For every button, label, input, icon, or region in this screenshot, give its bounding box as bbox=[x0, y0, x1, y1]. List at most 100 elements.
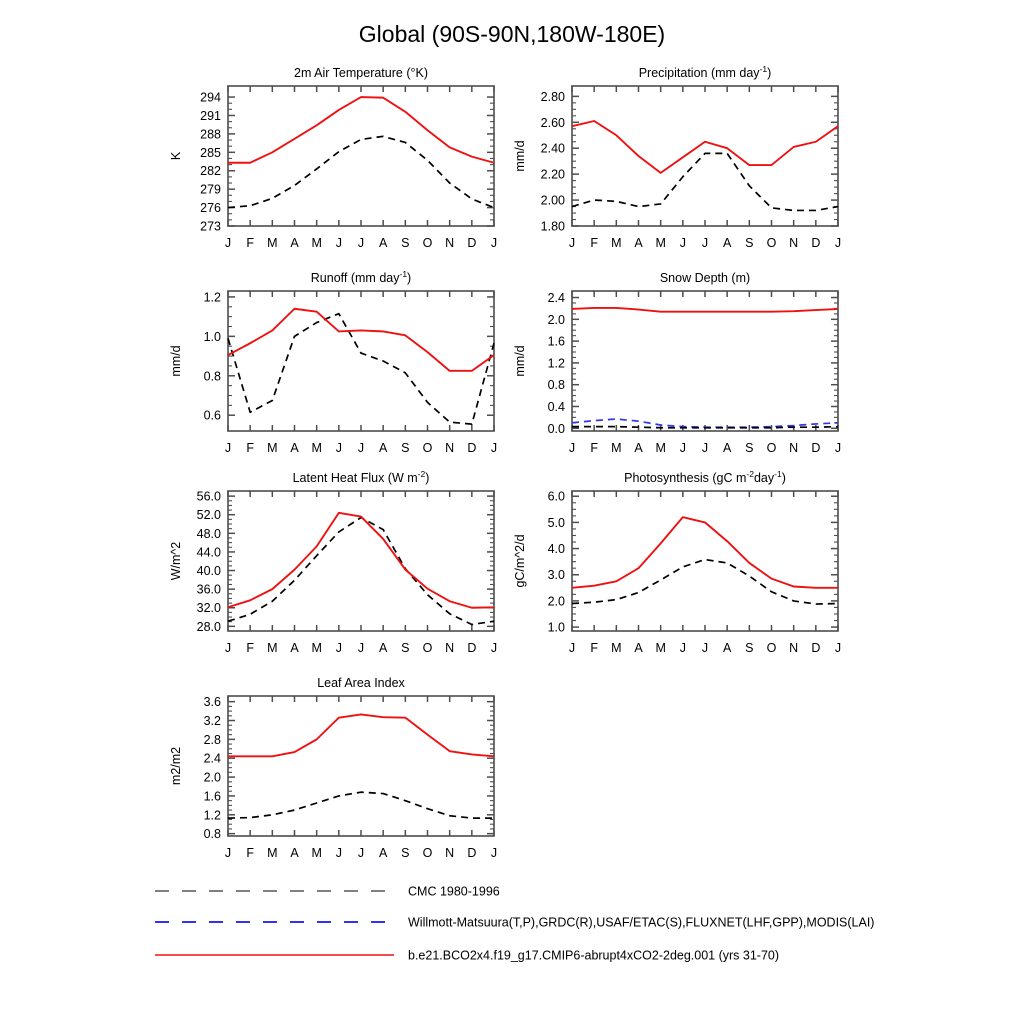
y-tick-label: 282 bbox=[200, 164, 221, 178]
x-tick-label: M bbox=[611, 441, 621, 455]
x-tick-label: J bbox=[835, 236, 841, 250]
x-tick-label: F bbox=[246, 441, 254, 455]
x-tick-label: J bbox=[336, 641, 342, 655]
x-tick-label: A bbox=[723, 641, 732, 655]
x-tick-label: O bbox=[767, 641, 777, 655]
y-tick-label: 48.0 bbox=[197, 527, 221, 541]
plot-frame-air-temperature bbox=[227, 85, 495, 227]
series-leaf-area-index-obs bbox=[227, 791, 494, 819]
legend: CMC 1980-1996 Willmott-Matsuura(T,P),GRDC… bbox=[155, 885, 874, 963]
y-tick-label: 2.0 bbox=[548, 313, 565, 327]
y-tick-label: 2.0 bbox=[548, 594, 565, 608]
y-tick-label: 2.00 bbox=[541, 194, 565, 208]
x-tick-label: S bbox=[401, 846, 409, 860]
y-tick-label: 0.4 bbox=[548, 400, 565, 414]
x-tick-label: J bbox=[702, 641, 708, 655]
x-tick-label: N bbox=[445, 236, 454, 250]
chart-panel-air-temperature: 2m Air Temperature (°K) 273 276 279 282 285 28… bbox=[169, 66, 497, 250]
chart-panel-latent-heat-flux: Latent Heat Flux (W m-2) 28.0 32.0 36.0 40.0… bbox=[169, 469, 497, 655]
x-tick-label: J bbox=[225, 441, 231, 455]
series-runoff-obs bbox=[227, 312, 495, 425]
x-tick-label: O bbox=[423, 641, 433, 655]
y-tick-label: 276 bbox=[200, 201, 221, 215]
y-tick-label: 1.2 bbox=[548, 356, 565, 370]
y-axis-label-leaf-area-index: m2/m2 bbox=[169, 747, 183, 785]
x-tick-label: F bbox=[590, 441, 598, 455]
x-tick-label: F bbox=[590, 236, 598, 250]
x-tick-label: O bbox=[767, 236, 777, 250]
y-tick-label: 52.0 bbox=[197, 508, 221, 522]
y-tick-label: 4.0 bbox=[548, 542, 565, 556]
x-tick-label: A bbox=[634, 641, 643, 655]
series-precipitation-model bbox=[571, 120, 839, 174]
x-tick-label: A bbox=[379, 441, 388, 455]
x-tick-label: M bbox=[311, 441, 321, 455]
x-tick-label: J bbox=[491, 441, 497, 455]
x-tick-label: J bbox=[358, 641, 364, 655]
y-tick-label: 3.6 bbox=[204, 695, 221, 709]
y-tick-label: 2.20 bbox=[541, 168, 565, 182]
x-tick-label: S bbox=[745, 236, 753, 250]
plot-frame-latent-heat-flux bbox=[227, 490, 495, 632]
x-tick-label: J bbox=[491, 846, 497, 860]
x-tick-label: A bbox=[290, 236, 299, 250]
y-tick-label: 28.0 bbox=[197, 620, 221, 634]
panel-title-latent-heat-flux: Latent Heat Flux (W m-2) bbox=[293, 469, 430, 485]
x-tick-label: S bbox=[745, 641, 753, 655]
x-tick-label: A bbox=[723, 236, 732, 250]
x-tick-label: D bbox=[467, 236, 476, 250]
y-tick-label: 56.0 bbox=[197, 490, 221, 504]
y-tick-label: 1.0 bbox=[548, 621, 565, 635]
x-tick-label: M bbox=[311, 641, 321, 655]
x-tick-label: J bbox=[702, 441, 708, 455]
y-tick-label: 2.8 bbox=[204, 733, 221, 747]
y-tick-label: 40.0 bbox=[197, 564, 221, 578]
x-tick-label: D bbox=[467, 846, 476, 860]
x-tick-label: J bbox=[358, 236, 364, 250]
x-tick-label: J bbox=[835, 441, 841, 455]
x-tick-label: O bbox=[423, 846, 433, 860]
y-tick-label: 2.60 bbox=[541, 116, 565, 130]
series-latent-heat-flux-obs bbox=[227, 516, 495, 626]
x-tick-label: J bbox=[835, 641, 841, 655]
y-axis-latent-heat-flux: 28.0 32.0 36.0 40.0 44.0 48.0 52.0 56.0 bbox=[197, 490, 494, 634]
x-tick-label: S bbox=[401, 641, 409, 655]
y-axis-runoff: 0.6 0.8 1.0 1.2 bbox=[204, 290, 494, 423]
series-photosynthesis-model bbox=[571, 516, 838, 589]
series-precipitation-obs bbox=[571, 152, 839, 212]
x-tick-label: D bbox=[467, 641, 476, 655]
y-tick-label: 5.0 bbox=[548, 516, 565, 530]
y-axis-label-snow-depth: mm/d bbox=[513, 345, 527, 376]
x-tick-label: J bbox=[225, 846, 231, 860]
y-tick-label: 2.4 bbox=[548, 291, 565, 305]
chart-panel-snow-depth: Snow Depth (m)0.00.40.81.21.62.02.4J F M A M… bbox=[513, 271, 841, 455]
y-tick-label: 1.2 bbox=[204, 290, 221, 304]
y-axis-photosynthesis: 1.0 2.0 3.0 4.0 5.0 6.0 bbox=[548, 490, 838, 635]
x-tick-label: J bbox=[569, 236, 575, 250]
x-tick-label: A bbox=[379, 846, 388, 860]
x-tick-label: N bbox=[789, 441, 798, 455]
x-tick-label: M bbox=[311, 846, 321, 860]
plot-frame-photosynthesis bbox=[571, 490, 839, 632]
x-tick-label: J bbox=[358, 846, 364, 860]
plot-frame-precipitation bbox=[571, 85, 839, 227]
y-tick-label: 279 bbox=[200, 183, 221, 197]
x-tick-label: J bbox=[491, 641, 497, 655]
x-tick-label: J bbox=[225, 641, 231, 655]
y-tick-label: 0.6 bbox=[204, 409, 221, 423]
panel-title-snow-depth: Snow Depth (m) bbox=[660, 271, 750, 285]
x-tick-label: F bbox=[246, 236, 254, 250]
y-tick-label: 1.80 bbox=[541, 220, 565, 234]
y-axis-snow-depth: 0.0 0.4 0.8 1.2 1.6 2.0 2.4 bbox=[548, 291, 838, 436]
y-tick-label: 285 bbox=[200, 146, 221, 160]
x-tick-label: A bbox=[723, 441, 732, 455]
y-tick-label: 273 bbox=[200, 220, 221, 234]
y-tick-label: 1.6 bbox=[204, 789, 221, 803]
x-tick-label: N bbox=[445, 846, 454, 860]
x-tick-label: F bbox=[590, 641, 598, 655]
x-tick-label: M bbox=[267, 641, 277, 655]
y-axis-precipitation: 1.80 2.00 2.20 2.40 2.60 2.80 bbox=[541, 90, 838, 234]
x-tick-label: O bbox=[423, 441, 433, 455]
